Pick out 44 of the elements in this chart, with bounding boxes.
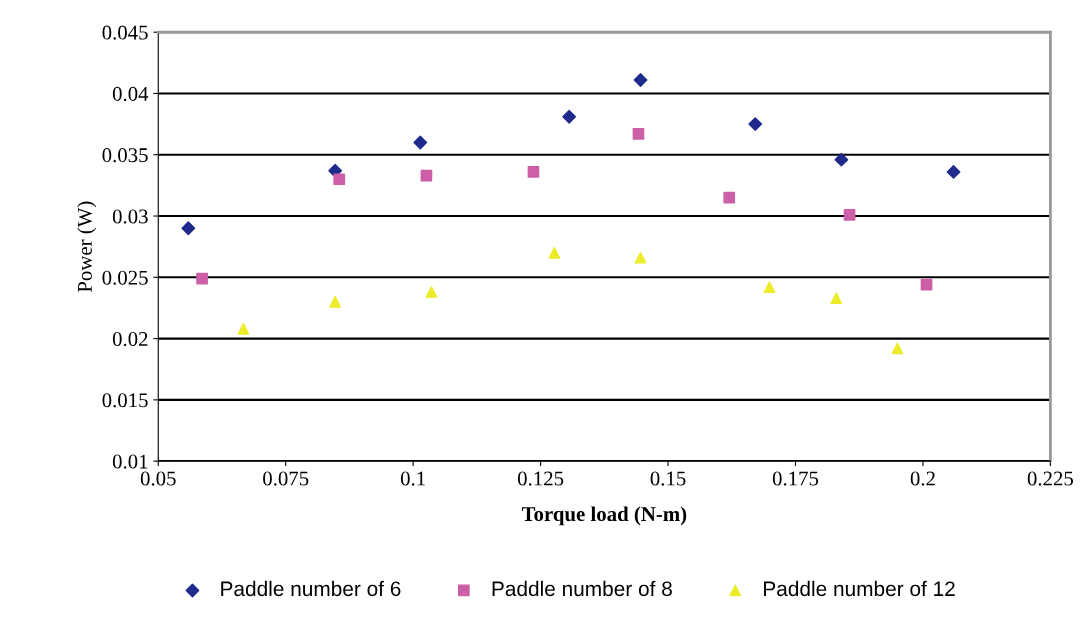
point — [333, 173, 346, 186]
y-tick-label: 0.04 — [112, 86, 149, 101]
point — [425, 286, 438, 298]
y-tick-label: 0.03 — [112, 209, 148, 224]
x-tick-label: 0.1 — [400, 471, 425, 486]
point — [834, 152, 849, 167]
x-tick-label: 0.15 — [650, 471, 686, 486]
y-tick-label: 0.025 — [102, 270, 148, 285]
point — [237, 322, 250, 335]
point — [843, 208, 856, 221]
point — [891, 342, 904, 355]
x-tick-label: 0.225 — [1027, 471, 1074, 486]
point — [420, 169, 433, 182]
point — [527, 166, 540, 178]
point — [562, 109, 577, 124]
point — [329, 295, 342, 308]
point — [413, 135, 428, 150]
x-tick-label: 0.125 — [517, 471, 564, 486]
y-tick-label: 0.02 — [112, 331, 148, 347]
point — [763, 281, 776, 293]
legend-label: Paddle number of 8 — [492, 580, 672, 597]
point — [633, 73, 648, 87]
x-tick-label: 0.05 — [140, 471, 176, 486]
legend-label: Paddle number of 12 — [764, 580, 955, 597]
point — [748, 117, 763, 132]
point — [548, 246, 561, 259]
y-tick-label: 0.035 — [102, 148, 148, 163]
point — [634, 251, 647, 264]
y-axis-title: Power (W) — [77, 201, 97, 293]
point — [632, 128, 645, 140]
x-tick-label: 0.075 — [263, 471, 309, 486]
x-tick-label: 0.2 — [910, 471, 935, 486]
point — [830, 292, 843, 304]
y-tick-label: 0.01 — [112, 454, 148, 469]
point — [920, 278, 933, 291]
y-tick-label: 0.015 — [102, 393, 148, 408]
x-axis-title: Torque load (N-m) — [521, 506, 687, 526]
point — [723, 191, 736, 204]
legend-label: Paddle number of 6 — [221, 580, 401, 597]
point — [196, 272, 208, 285]
point — [946, 165, 961, 179]
point — [181, 221, 196, 236]
x-tick-label: 0.175 — [772, 471, 819, 486]
y-tick-label: 0.045 — [102, 25, 148, 40]
